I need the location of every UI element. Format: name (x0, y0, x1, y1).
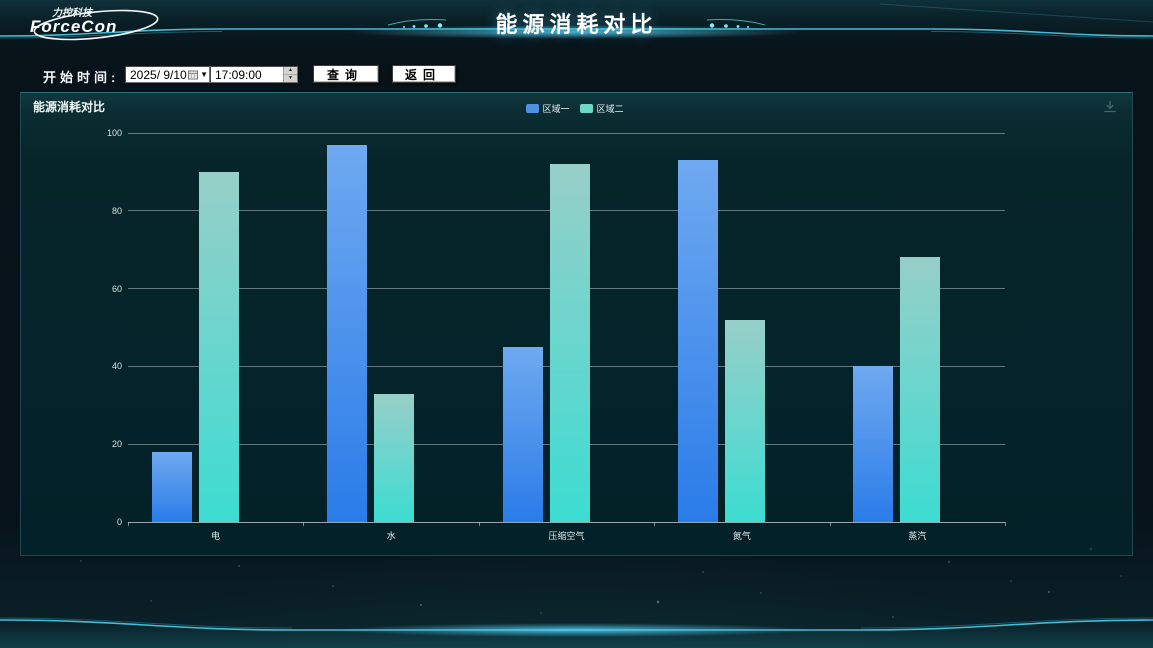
bar-区域一-压缩空气[interactable] (502, 346, 543, 522)
start-time-value: 17:09:00 (215, 67, 262, 82)
spinner-up-icon[interactable]: ▲ (284, 67, 297, 75)
back-button[interactable]: 返回 (392, 65, 456, 83)
legend-label-region1: 区域一 (542, 104, 570, 114)
x-axis-tick (1005, 522, 1006, 526)
x-axis-category-label: 水 (386, 531, 396, 541)
bar-区域一-电[interactable] (151, 451, 192, 522)
x-axis-tick (128, 522, 129, 526)
x-axis-category-label: 压缩空气 (548, 531, 585, 541)
bar-区域二-电[interactable] (198, 171, 239, 522)
save-image-download-icon[interactable] (1102, 99, 1118, 115)
logo-brand-en: ForceCon (30, 17, 117, 36)
x-axis-tick (303, 522, 305, 526)
x-axis-category-label: 蒸汽 (908, 531, 927, 541)
y-axis-tick-label: 100 (106, 128, 122, 138)
calendar-dropdown-caret-icon[interactable]: ▼ (200, 70, 208, 79)
footer-decor-lines (0, 617, 1153, 648)
forcecon-logo: 力控科技 ForceCon (30, 7, 159, 41)
chart-panel-title: 能源消耗对比 (33, 100, 106, 114)
gridline-y100 (128, 132, 1005, 134)
bar-区域一-蒸汽[interactable] (853, 366, 894, 522)
bar-区域一-氮气[interactable] (677, 160, 718, 522)
x-axis-category-label: 电 (211, 531, 221, 541)
time-spinner: ▲ ▼ (283, 67, 297, 82)
bar-区域二-压缩空气[interactable] (549, 164, 590, 522)
bar-区域二-氮气[interactable] (724, 319, 765, 522)
x-axis-tick (478, 522, 480, 526)
chart-legend: 区域一 区域二 (525, 102, 624, 115)
header-bar: 力控科技 ForceCon 能源消耗对比 (0, 0, 1153, 46)
y-axis-tick-label: 60 (111, 283, 122, 294)
x-axis-category-label: 氮气 (732, 531, 751, 541)
legend-item-region1[interactable]: 区域一 (525, 102, 570, 115)
chart-plot: 0 20 40 60 80 100 电 水 压缩空气 氮气 蒸汽 (21, 93, 1132, 555)
chart-panel: 能源消耗对比 区域一 区域二 0 20 40 60 80 100 电 水 压缩空气 氮气 蒸汽 (20, 92, 1133, 556)
bar-区域一-水[interactable] (327, 144, 368, 522)
query-button[interactable]: 查询 (313, 65, 379, 83)
gridline-y0 (128, 521, 1005, 523)
logo-brand-cn: 力控科技 (52, 7, 94, 19)
bar-区域二-蒸汽[interactable] (900, 257, 941, 522)
legend-label-region2: 区域二 (596, 104, 624, 114)
y-axis-tick-label: 0 (116, 517, 122, 527)
y-axis-tick-label: 20 (111, 439, 122, 450)
legend-item-region2[interactable]: 区域二 (579, 102, 624, 115)
background-star-dots (0, 0, 1, 1)
header-decor-lines (0, 0, 1153, 39)
bar-区域二-水[interactable] (374, 393, 415, 522)
start-date-value: 2025/ 9/10 (130, 67, 187, 82)
start-date-input[interactable]: 2025/ 9/10 ▼ (125, 66, 210, 83)
page-title: 能源消耗对比 (495, 12, 658, 37)
legend-swatch-region2 (579, 104, 593, 113)
start-time-input[interactable]: 17:09:00 ▲ ▼ (210, 66, 298, 83)
start-time-label: 开始时间: (43, 70, 120, 85)
y-axis-tick-label: 40 (111, 361, 122, 372)
legend-swatch-region1 (525, 104, 539, 113)
x-axis-tick (829, 522, 831, 526)
x-axis-tick (654, 522, 656, 526)
calendar-icon[interactable] (187, 67, 200, 82)
y-axis-tick-label: 80 (111, 205, 122, 216)
spinner-down-icon[interactable]: ▼ (284, 75, 297, 82)
